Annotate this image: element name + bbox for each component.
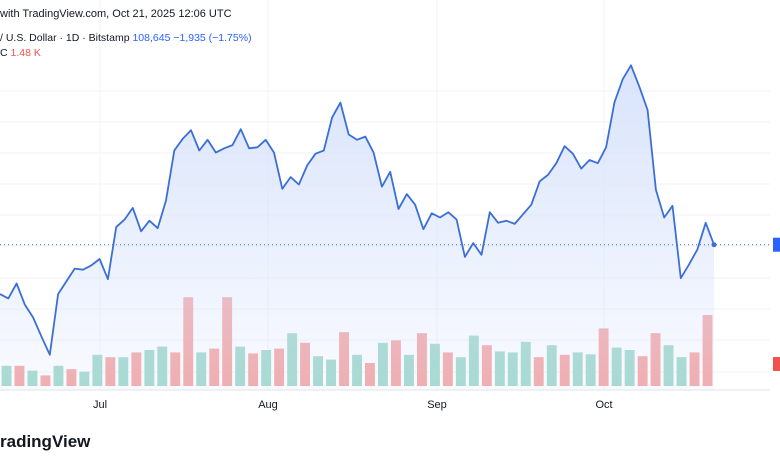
volume-value: 1.48 K bbox=[10, 47, 41, 59]
last-price: 108,645 bbox=[132, 32, 171, 44]
symbol-legend: / U.S. Dollar · 1D · Bitstamp 108,645 −1… bbox=[0, 32, 252, 44]
volume-legend: C 1.48 K bbox=[0, 47, 41, 59]
x-tick-label: Sep bbox=[427, 399, 447, 411]
last-price-dot bbox=[711, 242, 717, 248]
price-axis-marker bbox=[773, 237, 780, 252]
x-tick-label: Oct bbox=[595, 399, 612, 411]
price-area bbox=[0, 65, 714, 391]
volume-label: C bbox=[0, 47, 8, 59]
tradingview-logo: radingView bbox=[0, 432, 91, 451]
volume-axis-marker bbox=[773, 357, 780, 371]
chart-header: with TradingView.com, Oct 21, 2025 12:06… bbox=[0, 8, 232, 20]
symbol-label: / U.S. Dollar · 1D · Bitstamp bbox=[0, 32, 130, 44]
price-change: −1,935 (−1.75%) bbox=[173, 32, 252, 44]
price-line bbox=[0, 64, 715, 356]
x-tick-label: Aug bbox=[258, 399, 278, 411]
x-tick-label: Jul bbox=[93, 399, 107, 411]
